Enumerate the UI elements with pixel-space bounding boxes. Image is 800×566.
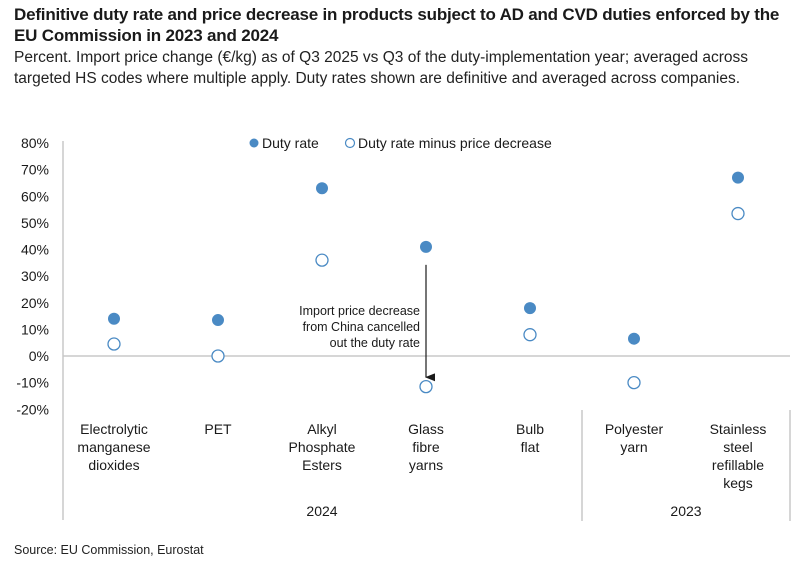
point-duty-rate: [420, 240, 432, 253]
x-category-label: refillable: [712, 457, 764, 473]
x-category-label: manganese: [77, 439, 150, 455]
x-category-label: dioxides: [88, 457, 139, 473]
y-tick-label: 70%: [21, 162, 49, 178]
point-duty-minus-price: [315, 253, 329, 267]
point-duty-minus-price: [107, 337, 121, 351]
point-duty-minus-price: [731, 206, 745, 221]
point-duty-rate: [732, 171, 744, 184]
chart-title: Definitive duty rate and price decrease …: [14, 5, 780, 45]
x-category-label: PET: [204, 421, 232, 437]
x-category-label: kegs: [723, 475, 753, 491]
x-category-label: Electrolytic: [80, 421, 148, 437]
x-category-label: Alkyl: [307, 421, 337, 437]
legend-label-duty-minus-price: Duty rate minus price decrease: [358, 135, 552, 151]
x-category-label: yarns: [409, 457, 443, 473]
y-tick-label: -10%: [16, 375, 49, 391]
x-category-label: Esters: [302, 457, 342, 473]
annotation-text: from China cancelled: [303, 320, 420, 334]
x-category-label: Glass: [408, 421, 444, 437]
x-category-label: flat: [521, 439, 540, 455]
source-note: Source: EU Commission, Eurostat: [14, 543, 204, 557]
point-duty-rate: [628, 332, 640, 345]
y-tick-label: 40%: [21, 242, 49, 258]
x-group-label: 2024: [306, 503, 337, 519]
y-tick-label: 0%: [29, 348, 49, 364]
y-tick-label: 60%: [21, 188, 49, 204]
point-duty-minus-price: [523, 328, 537, 342]
x-category-label: Polyester: [605, 421, 664, 437]
x-category-label: Stainless: [710, 421, 767, 437]
point-duty-rate: [108, 312, 120, 325]
point-duty-minus-price: [627, 375, 641, 390]
legend-marker-duty-minus-price: [344, 137, 356, 149]
x-category-label: fibre: [412, 439, 439, 455]
chart-subtitle: Percent. Import price change (€/kg) as o…: [14, 49, 749, 87]
y-tick-label: 20%: [21, 295, 49, 311]
x-category-label: Bulb: [516, 421, 544, 437]
point-duty-minus-price: [419, 379, 433, 394]
point-duty-minus-price: [211, 349, 225, 363]
y-tick-label: 30%: [21, 268, 49, 284]
y-tick-label: 50%: [21, 215, 49, 231]
annotation-text: Import price decrease: [299, 304, 420, 318]
y-tick-label: 10%: [21, 321, 49, 337]
x-category-label: steel: [723, 439, 753, 455]
y-tick-label: 80%: [21, 135, 49, 151]
point-duty-rate: [524, 302, 536, 315]
point-duty-rate: [316, 182, 328, 195]
point-duty-rate: [212, 314, 224, 327]
annotation-text: out the duty rate: [330, 336, 420, 350]
x-category-label: yarn: [620, 439, 647, 455]
x-category-label: Phosphate: [289, 439, 356, 455]
legend-label-duty-rate: Duty rate: [262, 135, 319, 151]
x-group-label: 2023: [670, 503, 701, 519]
legend-marker-duty-rate: [249, 138, 259, 148]
y-tick-label: -20%: [16, 401, 49, 417]
